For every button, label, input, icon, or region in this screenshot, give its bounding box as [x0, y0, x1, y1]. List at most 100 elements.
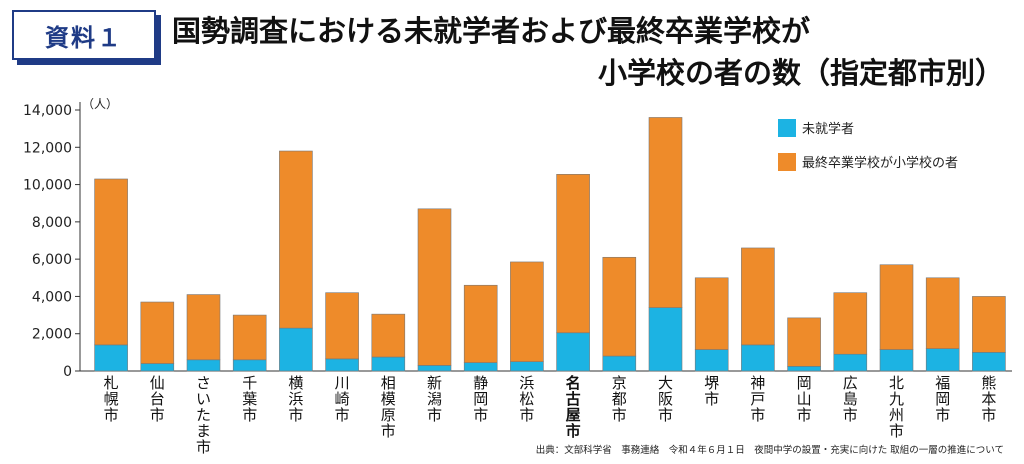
- bar-segment-elementary: [140, 301, 175, 364]
- bar-segment-elementary: [94, 178, 128, 346]
- bar-segment-preschool: [879, 349, 914, 372]
- bar-segment-elementary: [833, 292, 868, 355]
- chart-title-line1: 国勢調査における未就学者および最終卒業学校が: [172, 14, 811, 48]
- x-category-label-char: 屋: [566, 406, 581, 424]
- x-category-label-char: 福: [935, 374, 950, 392]
- x-category-label-char: 都: [612, 390, 627, 408]
- badge-label: 資料１: [45, 23, 123, 52]
- x-category-label-char: 市: [196, 438, 211, 456]
- bar-segment-elementary: [741, 247, 775, 346]
- bar-segment-preschool: [972, 352, 1006, 372]
- y-tick-label: 4,000: [32, 289, 72, 305]
- bar-segment-preschool: [325, 358, 359, 372]
- x-category-label-char: 新: [427, 374, 442, 392]
- y-tick-label: 8,000: [32, 215, 72, 231]
- x-category-label-char: 島: [843, 390, 858, 408]
- x-category-label-char: 葉: [242, 390, 257, 408]
- x-category-label-char: 市: [381, 422, 396, 440]
- x-category-label-char: 北: [889, 374, 904, 392]
- x-category-label-char: 札: [104, 374, 119, 392]
- x-category-label-char: 市: [612, 406, 627, 424]
- bar-segment-elementary: [787, 317, 821, 367]
- x-category-label-char: 京: [612, 374, 627, 392]
- x-category-label-char: い: [196, 390, 211, 408]
- bar-segment-preschool: [602, 355, 637, 372]
- bar-segment-preschool: [925, 348, 960, 372]
- x-category-label-char: 千: [242, 374, 257, 392]
- x-category-label-char: 熊: [981, 374, 996, 392]
- bar-segment-preschool: [371, 356, 406, 372]
- bar-segment-elementary: [925, 277, 960, 349]
- x-category-label-char: 浜: [519, 374, 534, 392]
- legend-swatch-elementary: [778, 152, 796, 171]
- x-category-label-char: 九: [889, 390, 904, 408]
- x-category-label-char: 阪: [658, 390, 673, 408]
- bar-segment-preschool: [94, 344, 128, 372]
- x-category-label-char: 相: [381, 374, 396, 392]
- x-category-label-char: 市: [935, 406, 950, 424]
- x-category-label-char: 山: [797, 390, 812, 408]
- x-category-label-char: 原: [381, 406, 396, 424]
- bar-segment-elementary: [510, 261, 544, 362]
- x-category-label-char: 静: [473, 374, 488, 392]
- y-tick-label: 2,000: [32, 327, 72, 343]
- x-category-label-char: 市: [797, 406, 812, 424]
- bar-segment-preschool: [556, 332, 590, 372]
- bar-segment-elementary: [602, 256, 637, 357]
- x-category-label-char: 市: [242, 406, 257, 424]
- x-category-label-char: 浜: [288, 390, 303, 408]
- bar-segment-elementary: [556, 174, 590, 334]
- bar-segment-preschool: [694, 349, 729, 372]
- x-category-label-char: 市: [843, 406, 858, 424]
- x-category-label-char: ま: [196, 422, 211, 440]
- y-tick-label: 12,000: [23, 140, 72, 156]
- x-category-label-char: 戸: [750, 390, 765, 408]
- x-category-label-char: 市: [750, 406, 765, 424]
- x-category-label-char: 模: [381, 390, 396, 408]
- legend-label-elementary: 最終卒業学校が小学校の者: [802, 156, 959, 171]
- x-category-label-char: 岡: [935, 390, 950, 408]
- legend-label-preschool: 未就学者: [802, 122, 855, 137]
- x-category-label-char: 市: [427, 406, 442, 424]
- bar-segment-elementary: [232, 314, 267, 361]
- bar-segment-preschool: [741, 344, 775, 372]
- bar-segment-elementary: [325, 292, 359, 360]
- bar-segment-preschool: [417, 365, 452, 372]
- bar-segment-elementary: [186, 294, 221, 361]
- x-category-label-char: 横: [288, 374, 303, 392]
- bar-segment-preschool: [510, 361, 544, 372]
- x-category-label-char: 台: [150, 390, 165, 408]
- bar-segment-preschool: [833, 353, 868, 372]
- chart-title-line2: 小学校の者の数（指定都市別）: [597, 56, 1004, 90]
- bar-segment-elementary: [279, 150, 313, 329]
- bar-segment-preschool: [463, 362, 498, 372]
- legend: 未就学者 最終卒業学校が小学校の者: [768, 112, 1012, 188]
- bar-segment-preschool: [279, 327, 313, 372]
- x-category-label-char: 市: [566, 422, 581, 440]
- bar-segment-preschool: [787, 366, 821, 372]
- x-category-label-char: 名: [566, 374, 581, 392]
- legend-swatch-preschool: [778, 118, 796, 137]
- x-category-label-char: 市: [981, 406, 996, 424]
- x-category-label-char: 市: [288, 406, 303, 424]
- bar-segment-preschool: [140, 363, 175, 372]
- legend-item-preschool: 未就学者: [778, 118, 854, 137]
- x-category-label-char: 仙: [150, 374, 165, 392]
- x-category-label-char: 川: [335, 374, 350, 392]
- bar-segment-elementary: [648, 117, 683, 308]
- x-category-label-char: 市: [335, 406, 350, 424]
- y-tick-label: 6,000: [32, 252, 72, 268]
- x-category-label-char: 市: [104, 406, 119, 424]
- x-category-label-char: 幌: [104, 390, 119, 408]
- bar-segment-elementary: [972, 296, 1006, 353]
- x-category-label-char: 広: [843, 374, 858, 392]
- x-category-label-char: 岡: [797, 374, 812, 392]
- bar-segment-elementary: [371, 313, 406, 358]
- x-category-label-char: 本: [981, 390, 996, 408]
- bar-segment-elementary: [417, 208, 452, 366]
- bar-segment-elementary: [694, 277, 729, 350]
- x-category-label-char: 堺: [704, 374, 719, 392]
- x-category-label-char: 市: [150, 406, 165, 424]
- x-category-label-char: 古: [566, 390, 581, 408]
- x-category-label-char: 市: [658, 406, 673, 424]
